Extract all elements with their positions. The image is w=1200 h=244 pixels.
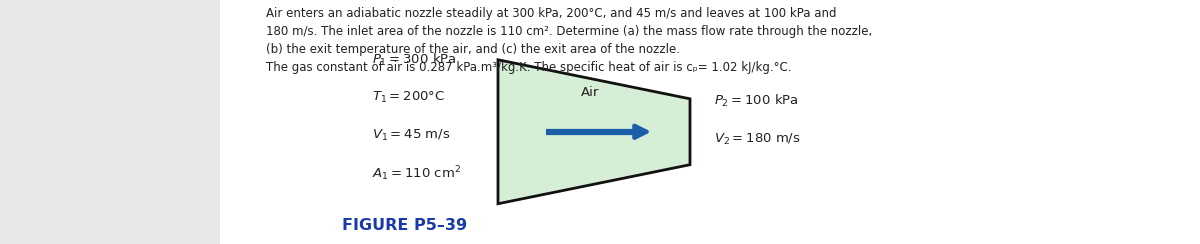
Text: $T_1 = 200°$C: $T_1 = 200°$C	[372, 90, 445, 105]
Text: $P_2 = 100$ kPa: $P_2 = 100$ kPa	[714, 93, 798, 109]
Text: Air: Air	[581, 86, 600, 99]
Text: Air enters an adiabatic nozzle steadily at 300 kPa, 200°C, and 45 m/s and leaves: Air enters an adiabatic nozzle steadily …	[266, 7, 872, 74]
Text: $V_2 = 180$ m/s: $V_2 = 180$ m/s	[714, 132, 800, 147]
FancyBboxPatch shape	[220, 0, 1200, 244]
Text: $P_1 = 300$ kPa: $P_1 = 300$ kPa	[372, 52, 456, 68]
Text: $A_1 = 110$ cm$^2$: $A_1 = 110$ cm$^2$	[372, 164, 461, 183]
Polygon shape	[498, 60, 690, 204]
Text: $V_1 = 45$ m/s: $V_1 = 45$ m/s	[372, 128, 450, 143]
Text: FIGURE P5–39: FIGURE P5–39	[342, 218, 467, 233]
